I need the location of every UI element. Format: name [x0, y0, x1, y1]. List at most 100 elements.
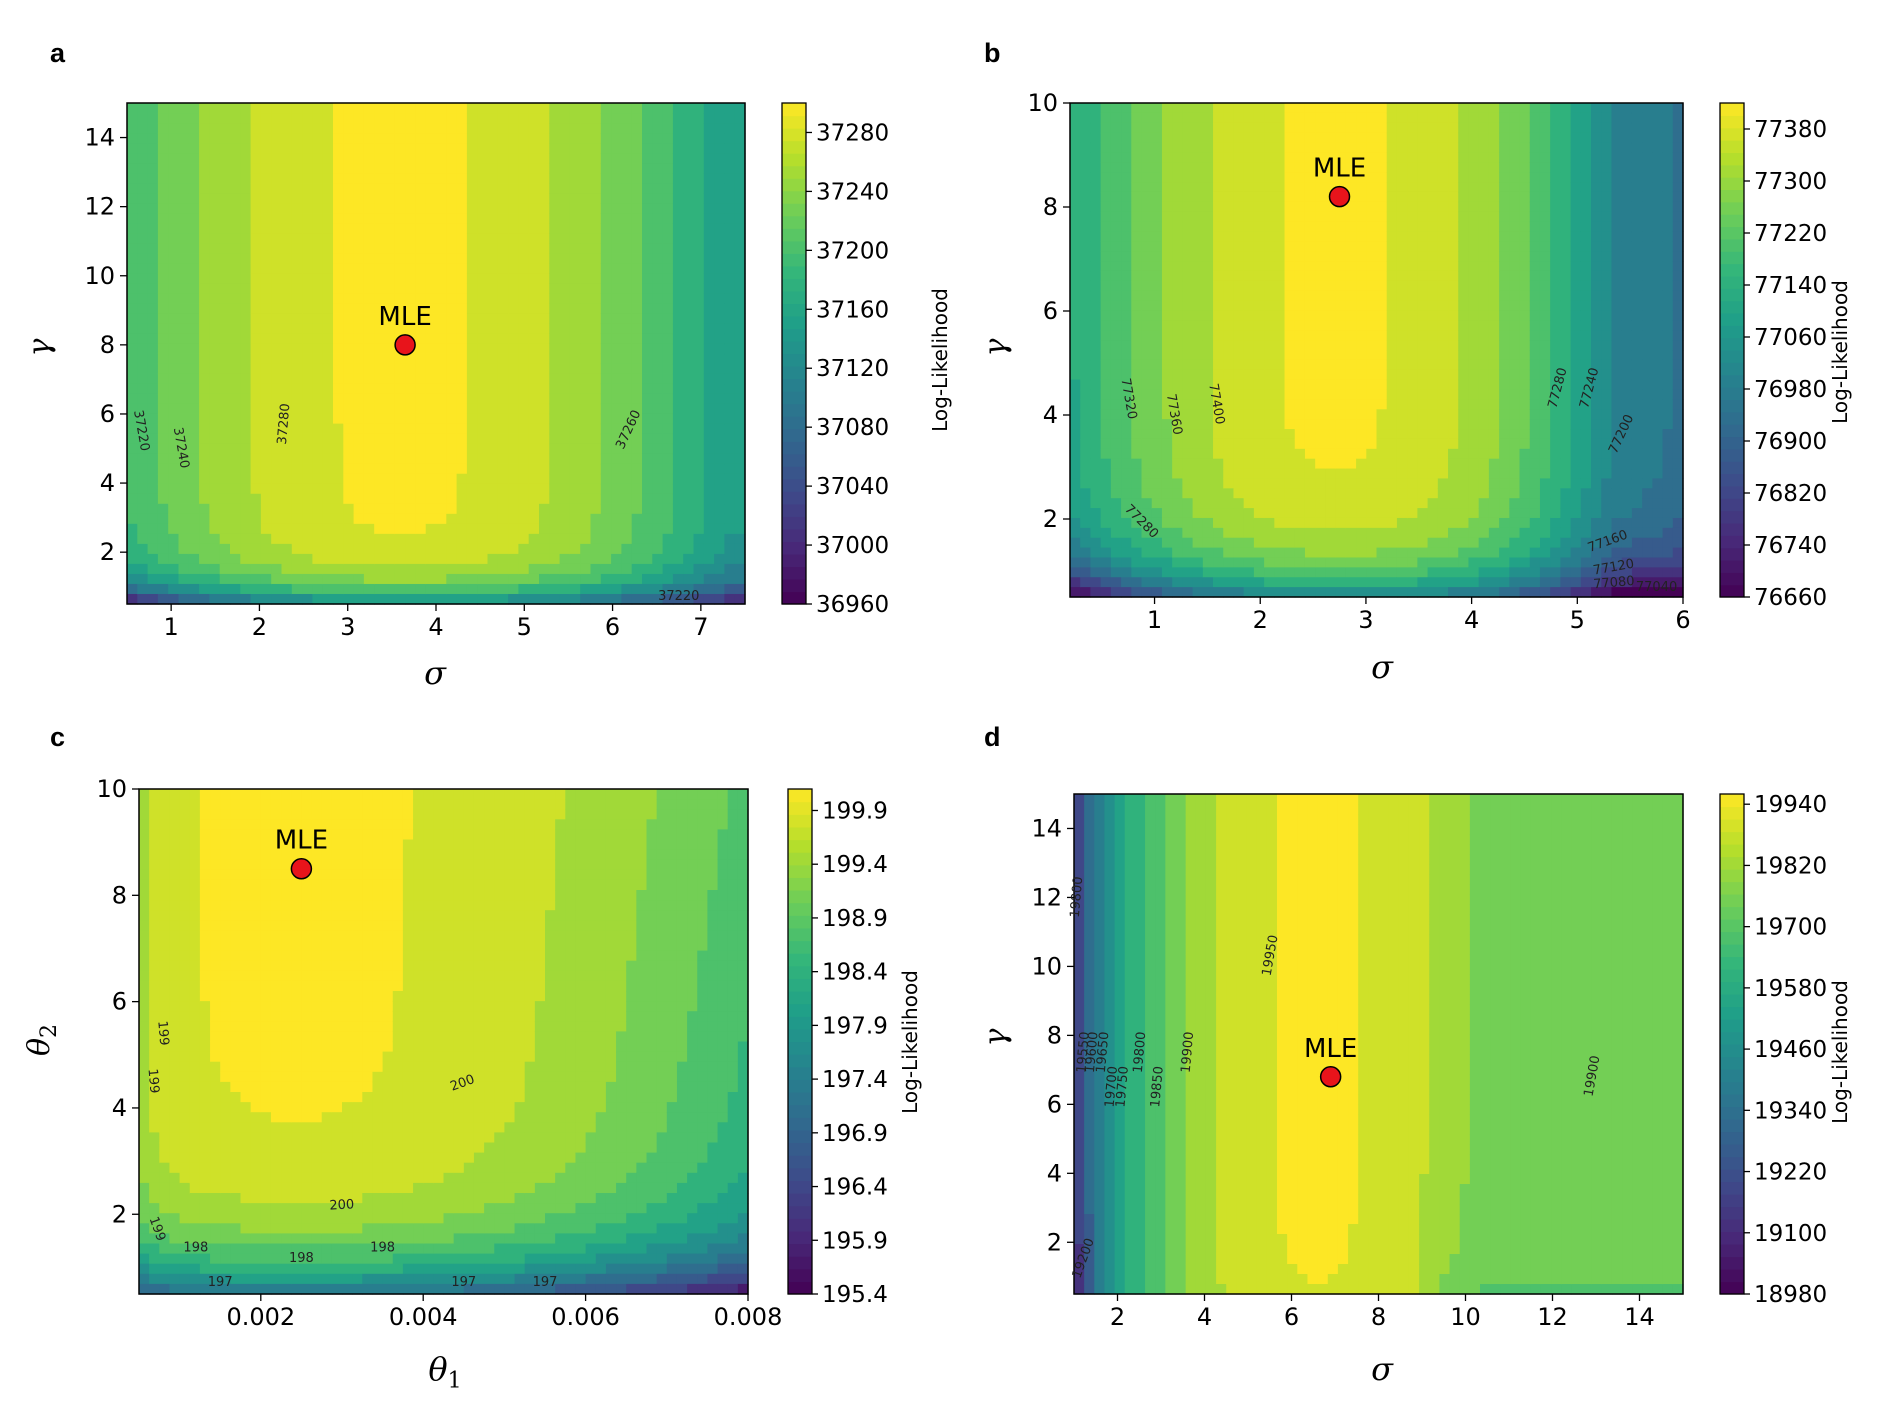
panel-c-ytick-label: 2	[112, 1200, 127, 1228]
panel-c-contour-label: 199	[144, 1068, 161, 1094]
panel-b-xlabel: σ	[1371, 648, 1393, 686]
panel-c-mle-marker	[290, 857, 313, 880]
panel-c-contour-fill	[139, 789, 749, 1295]
panel-a-xtick-label: 3	[340, 613, 355, 641]
panel-letter-d: d	[984, 722, 1001, 752]
panel-letter-c: c	[50, 722, 66, 752]
panel-a-ylabel: γ	[22, 338, 58, 357]
panel-d-xtick-label: 8	[1371, 1303, 1386, 1331]
panel-a-xtick-label: 1	[164, 613, 179, 641]
panel-c-colorbar-label: Log-Likelihood	[898, 970, 922, 1114]
panel-a-contour-label: 37280	[275, 403, 294, 446]
panel-a-mle-marker	[394, 334, 416, 356]
panel-c-colorbar-tick-label: 199.4	[822, 852, 888, 878]
panel-c-colorbar-tick-label: 197.4	[822, 1067, 888, 1093]
panel-d-ytick-label: 4	[1047, 1159, 1062, 1187]
panel-b-ytick-label: 2	[1043, 505, 1058, 533]
panel-d-contour-label: 19850	[1148, 1066, 1167, 1109]
panel-c: 0.002 0.004 0.006 0.00824681019919919920020…	[96, 775, 887, 1331]
panel-c-xlabel-text: θ1	[428, 1350, 462, 1394]
panel-a-xtick-label: 4	[428, 613, 443, 641]
panel-a-xtick-label: 2	[252, 613, 267, 641]
panel-a-ytick-label: 4	[100, 469, 115, 497]
panel-d-colorbar-tick-label: 19460	[1754, 1037, 1827, 1063]
panel-d-colorbar-tick-label: 19580	[1754, 976, 1827, 1002]
panel-a-xlabel: σ	[424, 654, 446, 692]
panel-b-colorbar-tick-label: 76660	[1754, 585, 1827, 611]
panel-b-colorbar: 76660 76740 76820 76900 76980 77060 77140 77220…	[1719, 102, 1827, 611]
panel-a-ytick-label: 6	[100, 400, 115, 428]
panel-c-contour-label: 198	[183, 1240, 208, 1255]
panel-b-xtick-label: 2	[1253, 606, 1268, 634]
panel-c-colorbar-tick-label: 196.9	[822, 1121, 888, 1147]
panel-c-colorbar-tick-label: 195.9	[822, 1228, 888, 1254]
panel-d-ytick-label: 14	[1031, 814, 1062, 842]
panel-a-mle-label: MLE	[378, 302, 431, 332]
panel-a-colorbar-label: Log-Likelihood	[928, 288, 952, 432]
panel-c-colorbar-tick-label: 197.9	[822, 1013, 888, 1039]
panel-b-axes-frame	[1069, 102, 1684, 598]
panel-d-colorbar-tick-label: 19220	[1754, 1160, 1827, 1186]
panel-c-ytick-label: 6	[112, 988, 127, 1016]
panel-d-contour-fill	[1074, 794, 1684, 1295]
panel-d-colorbar-tick-label: 19940	[1754, 792, 1827, 818]
panel-a-colorbar-tick-label: 37040	[816, 474, 889, 500]
panel-b-ytick-label: 4	[1043, 401, 1058, 429]
panel-d-ytick-label: 2	[1047, 1228, 1062, 1256]
panel-c-colorbar-tick-label: 198.9	[822, 906, 888, 932]
panel-d-mle-marker	[1319, 1066, 1342, 1088]
panel-d-contour-label: 19900	[1582, 1054, 1604, 1097]
panel-letter-a: a	[50, 38, 66, 68]
panel-a-colorbar-tick-label: 37280	[816, 120, 889, 146]
panel-c-contour-label: 198	[289, 1251, 314, 1266]
panel-c-mle-label: MLE	[275, 826, 328, 856]
panel-b-ytick-label: 6	[1043, 297, 1058, 325]
panel-c-xtick-label: 0.002	[226, 1303, 295, 1331]
panel-c-ylabel: θ2	[22, 1023, 62, 1057]
panel-letter-b: b	[984, 38, 1001, 68]
panel-c-xlabel: θ1	[400, 1350, 490, 1393]
panel-d-contour-label: 19800	[1068, 876, 1087, 919]
panel-c-colorbar-tick-label: 199.9	[822, 798, 888, 824]
panel-a-xtick-label: 5	[517, 613, 532, 641]
panel-c-contour-label: 197	[533, 1275, 558, 1290]
panel-b-contour-label: 77120	[1592, 557, 1635, 579]
panel-d-colorbar: 18980 19100 19220 19340 19460 19580 19700 19820…	[1719, 792, 1827, 1308]
panel-c-contour-label: 197	[208, 1275, 233, 1290]
panel-b-ylabel: γ	[978, 338, 1014, 357]
panel-b-colorbar-tick-label: 77140	[1754, 273, 1827, 299]
panel-d-contour-label: 19900	[1179, 1031, 1198, 1074]
panel-a-ytick-label: 2	[100, 538, 115, 566]
panel-d-contour-label: 19950	[1260, 934, 1282, 977]
panel-a-contour-label: 37220	[130, 409, 152, 452]
panel-d-contour-label: 19750	[1113, 1066, 1132, 1109]
panel-c-colorbar-tick-label: 195.4	[822, 1282, 888, 1308]
panel-a-xtick-label: 6	[605, 613, 620, 641]
panel-a-ytick-label: 8	[100, 331, 115, 359]
panel-c-contour-label: 197	[451, 1275, 476, 1290]
panel-d-contour-label: 19550	[1074, 1031, 1093, 1074]
panel-b-colorbar-tick-label: 77060	[1754, 325, 1827, 351]
panel-b-contour-label: 77360	[1163, 393, 1185, 436]
panel-b-contour-label: 77040	[1636, 580, 1677, 595]
panel-a-ytick-label: 10	[84, 262, 115, 290]
panel-c-contour-label: 198	[370, 1240, 395, 1255]
panel-d-contour-label: 19600	[1083, 1031, 1102, 1074]
panel-a-colorbar-tick-label: 36960	[816, 592, 889, 618]
panel-c-ytick-label: 4	[112, 1094, 127, 1122]
panel-d-colorbar-label: Log-Likelihood	[1828, 980, 1852, 1124]
panel-b-colorbar-tick-label: 76980	[1754, 377, 1827, 403]
panel-b-ytick-label: 8	[1043, 193, 1058, 221]
panel-c-ytick-label: 10	[96, 775, 127, 803]
panel-d-xtick-label: 12	[1537, 1303, 1568, 1331]
panel-c-xtick-label: 0.004	[389, 1303, 458, 1331]
panel-b-mle-label: MLE	[1313, 154, 1366, 184]
panel-d-ytick-label: 12	[1031, 883, 1062, 911]
panel-a-ytick-label: 14	[84, 124, 115, 152]
panel-c-contour-label: 200	[329, 1197, 355, 1213]
panel-a-contour-fill	[127, 103, 746, 605]
panel-c-xtick-label: 0.006	[551, 1303, 620, 1331]
panel-d-contour-label: 19650	[1094, 1031, 1113, 1074]
